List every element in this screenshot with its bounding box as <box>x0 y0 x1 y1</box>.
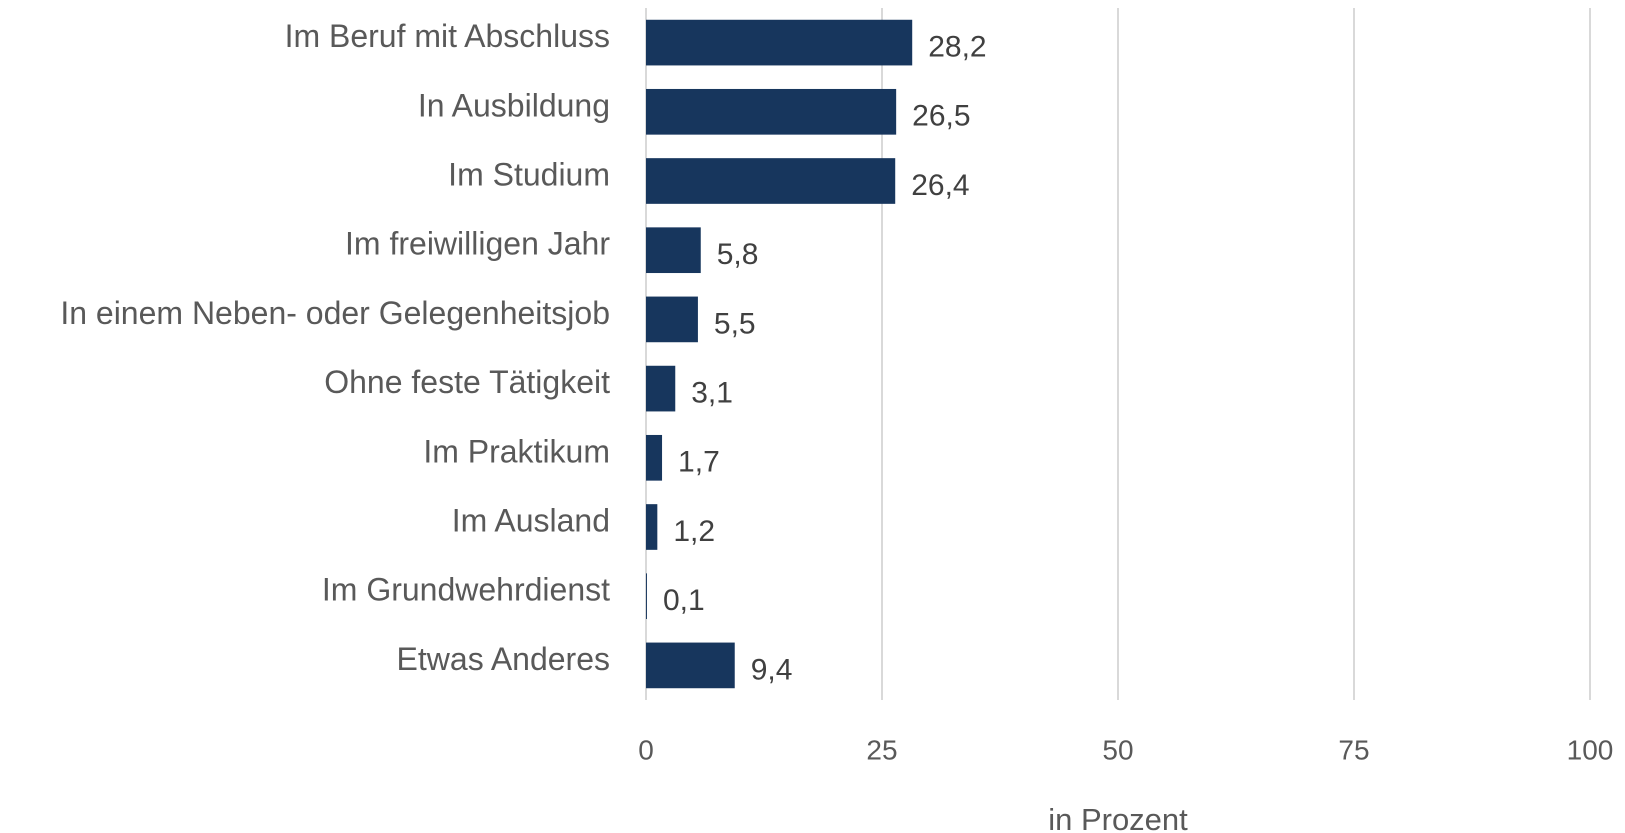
x-tick-label: 0 <box>638 734 654 765</box>
value-label: 1,2 <box>673 515 715 548</box>
y-tick-label: Im freiwilligen Jahr <box>345 226 610 262</box>
y-tick-label: Im Studium <box>448 156 610 192</box>
value-label: 26,5 <box>912 100 970 133</box>
y-tick-label: Im Praktikum <box>423 433 610 469</box>
value-label: 1,7 <box>678 446 720 479</box>
value-label: 28,2 <box>928 31 986 64</box>
y-tick-label: Im Ausland <box>452 502 610 538</box>
y-tick-label: Im Beruf mit Abschluss <box>285 18 610 54</box>
value-label: 0,1 <box>663 584 705 617</box>
x-tick-label: 75 <box>1338 734 1369 765</box>
x-tick-label: 50 <box>1102 734 1133 765</box>
bar <box>646 296 698 343</box>
x-tick-label: 25 <box>866 734 897 765</box>
value-label: 26,4 <box>911 169 969 202</box>
bar <box>646 227 701 274</box>
bar <box>646 365 676 412</box>
x-tick-label: 100 <box>1567 734 1614 765</box>
bar <box>646 19 913 66</box>
y-tick-label: Ohne feste Tätigkeit <box>324 364 610 400</box>
bar <box>646 504 658 550</box>
value-label: 9,4 <box>751 653 793 686</box>
value-label: 3,1 <box>691 377 733 410</box>
y-tick-label: In Ausbildung <box>418 87 610 123</box>
bar <box>646 88 897 135</box>
x-axis-title: in Prozent <box>1048 802 1188 833</box>
bar <box>646 573 647 620</box>
value-label: 5,5 <box>714 307 756 340</box>
bar <box>646 642 735 689</box>
y-tick-label: In einem Neben- oder Gelegenheitsjob <box>60 295 610 331</box>
bar <box>646 158 896 204</box>
y-tick-label: Etwas Anderes <box>397 641 610 677</box>
y-tick-label: Im Grundwehrdienst <box>322 572 610 608</box>
value-label: 5,8 <box>717 238 759 271</box>
bar <box>646 434 663 481</box>
